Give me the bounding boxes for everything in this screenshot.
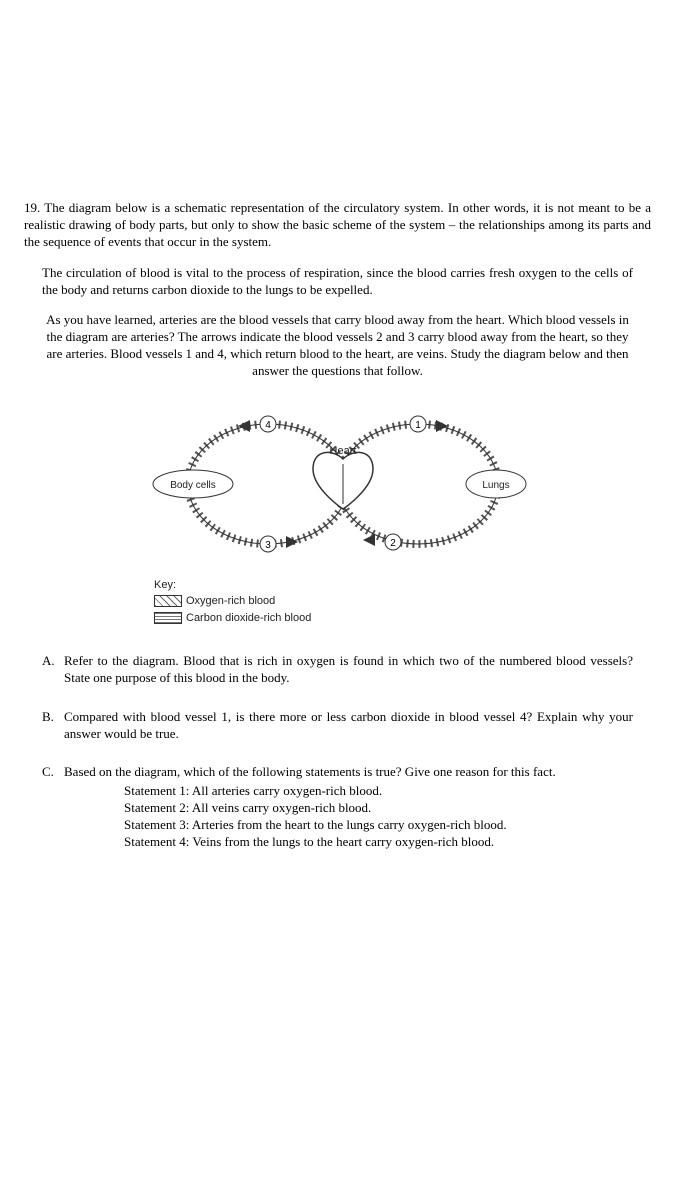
vessel-number-3: 3 (265, 540, 271, 551)
vessel-number-4: 4 (265, 420, 271, 431)
statement-3: Statement 3: Arteries from the heart to … (124, 817, 651, 834)
question-b-text: Compared with blood vessel 1, is there m… (64, 709, 633, 743)
key-row-oxygen: Oxygen-rich blood (154, 594, 651, 608)
key-row-carbon: Carbon dioxide-rich blood (154, 611, 651, 625)
swatch-carbon-icon (154, 612, 182, 624)
diagram-key: Key: Oxygen-rich blood Carbon dioxide-ri… (154, 578, 651, 625)
label-lungs: Lungs (482, 480, 509, 491)
diagram-svg: Heart Body cells Lungs 4 3 1 2 (138, 394, 538, 574)
question-b-letter: B. (42, 709, 64, 743)
vessel-number-1: 1 (415, 420, 421, 431)
paragraph-arteries: As you have learned, arteries are the bl… (42, 312, 633, 380)
vessel-number-2: 2 (390, 538, 396, 549)
label-body-cells: Body cells (170, 480, 216, 491)
question-c-text: Based on the diagram, which of the follo… (64, 764, 633, 781)
key-label-oxygen: Oxygen-rich blood (186, 594, 275, 608)
question-a-text: Refer to the diagram. Blood that is rich… (64, 653, 633, 687)
statement-1: Statement 1: All arteries carry oxygen-r… (124, 783, 651, 800)
question-a: A. Refer to the diagram. Blood that is r… (42, 653, 633, 687)
key-label-carbon: Carbon dioxide-rich blood (186, 611, 311, 625)
question-c: C. Based on the diagram, which of the fo… (42, 764, 633, 781)
question-b: B. Compared with blood vessel 1, is ther… (42, 709, 633, 743)
swatch-oxygen-icon (154, 595, 182, 607)
question-c-letter: C. (42, 764, 64, 781)
circulatory-diagram: Heart Body cells Lungs 4 3 1 2 (24, 394, 651, 574)
question-intro: 19. The diagram below is a schematic rep… (24, 200, 651, 251)
key-title: Key: (154, 578, 651, 592)
paragraph-respiration: The circulation of blood is vital to the… (42, 265, 633, 299)
question-c-statements: Statement 1: All arteries carry oxygen-r… (124, 783, 651, 851)
statement-4: Statement 4: Veins from the lungs to the… (124, 834, 651, 851)
statement-2: Statement 2: All veins carry oxygen-rich… (124, 800, 651, 817)
label-heart: Heart (329, 445, 356, 457)
question-a-letter: A. (42, 653, 64, 687)
